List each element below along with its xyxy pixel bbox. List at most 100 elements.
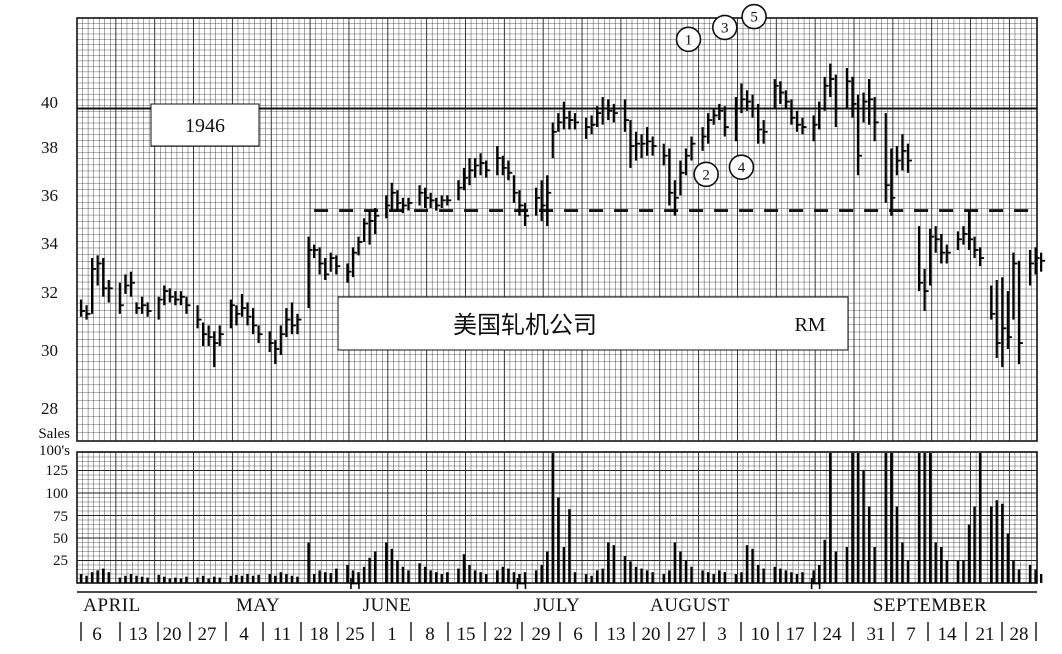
week-day-label: 24 bbox=[823, 624, 843, 645]
holiday-marker bbox=[516, 578, 527, 589]
price-bar bbox=[473, 158, 480, 178]
price-bar bbox=[867, 79, 874, 125]
price-bar bbox=[734, 97, 740, 142]
holiday-marker bbox=[350, 578, 360, 589]
price-bar bbox=[923, 268, 929, 311]
price-bar bbox=[79, 299, 85, 317]
price-bars bbox=[79, 63, 1046, 368]
price-bar bbox=[462, 167, 468, 191]
price-bar bbox=[978, 247, 985, 267]
price-bar bbox=[479, 153, 485, 176]
price-bar bbox=[90, 258, 97, 314]
price-bar bbox=[645, 127, 652, 156]
price-bar bbox=[140, 296, 147, 314]
price-bar bbox=[446, 195, 452, 206]
price-bar bbox=[540, 180, 546, 221]
price-bar bbox=[440, 195, 446, 209]
price-bar bbox=[917, 226, 924, 292]
price-bar bbox=[313, 244, 319, 259]
price-bar bbox=[368, 210, 374, 245]
price-bar bbox=[823, 76, 829, 111]
week-day-label: 22 bbox=[494, 624, 513, 645]
wave-marker-label: 1 bbox=[685, 32, 693, 48]
price-bar bbox=[845, 67, 851, 109]
price-bar bbox=[901, 134, 907, 171]
price-bar bbox=[346, 263, 352, 283]
price-tick-30: 30 bbox=[41, 341, 58, 360]
price-bar bbox=[268, 331, 274, 352]
month-label: SEPTEMBER bbox=[873, 595, 987, 616]
price-bar bbox=[407, 197, 413, 211]
price-bar bbox=[573, 113, 579, 130]
price-bar bbox=[834, 74, 840, 128]
price-bar bbox=[784, 90, 790, 109]
price-bar bbox=[940, 234, 946, 264]
price-bar bbox=[851, 76, 857, 118]
price-bar bbox=[157, 296, 163, 320]
price-bar bbox=[1017, 260, 1023, 365]
price-bar bbox=[307, 236, 313, 309]
price-bar bbox=[185, 296, 191, 314]
price-bar bbox=[862, 92, 868, 123]
price-bar bbox=[607, 99, 613, 121]
price-bar bbox=[324, 258, 330, 280]
price-bar bbox=[673, 180, 679, 216]
price-bar bbox=[634, 131, 640, 161]
week-day-label: 15 bbox=[457, 624, 476, 645]
price-bar bbox=[357, 236, 363, 256]
week-day-label: 13 bbox=[607, 624, 626, 645]
price-bar bbox=[668, 148, 674, 206]
wave-marker-circle bbox=[728, 154, 755, 180]
price-bar bbox=[590, 115, 596, 135]
price-bar bbox=[285, 308, 291, 338]
wave-marker-circle bbox=[693, 161, 719, 188]
week-day-label: 8 bbox=[425, 624, 435, 645]
wave-marker-circle bbox=[741, 3, 767, 30]
title-box bbox=[337, 296, 849, 351]
price-bar bbox=[129, 271, 135, 297]
price-bar bbox=[712, 108, 718, 125]
price-tick-36: 36 bbox=[41, 186, 58, 205]
wave-marker-label: 4 bbox=[738, 160, 746, 176]
price-bar bbox=[934, 226, 940, 253]
price-bar bbox=[485, 160, 491, 178]
price-bar bbox=[374, 208, 380, 235]
price-bar bbox=[207, 325, 213, 347]
price-bar bbox=[246, 302, 252, 326]
price-bar bbox=[96, 255, 102, 286]
price-bar bbox=[496, 146, 502, 176]
week-day-label: 27 bbox=[198, 624, 217, 645]
price-bar bbox=[385, 195, 391, 219]
price-bar bbox=[1012, 252, 1018, 320]
price-bar bbox=[884, 113, 890, 203]
price-bar bbox=[945, 244, 951, 264]
price-bar bbox=[690, 136, 696, 161]
price-bar bbox=[135, 302, 141, 314]
price-bar bbox=[1001, 277, 1007, 368]
volume-tick-75: 75 bbox=[53, 509, 68, 525]
price-bar bbox=[967, 210, 973, 250]
price-tick-40: 40 bbox=[41, 93, 58, 112]
week-day-label: 13 bbox=[129, 624, 148, 645]
price-bar bbox=[562, 101, 568, 130]
label-boxes: 1946 美国轧机公司 RM bbox=[150, 103, 849, 351]
price-bar bbox=[229, 299, 235, 329]
price-bar bbox=[102, 258, 108, 297]
price-tick-28: 28 bbox=[41, 399, 58, 418]
price-bar bbox=[745, 90, 751, 111]
price-bar bbox=[962, 226, 968, 245]
week-day-label: 29 bbox=[532, 624, 551, 645]
price-bar bbox=[118, 282, 124, 314]
month-label: MAY bbox=[236, 595, 280, 616]
week-day-label: 7 bbox=[906, 624, 916, 645]
price-bar bbox=[873, 97, 879, 142]
price-bar bbox=[174, 291, 180, 306]
price-tick-32: 32 bbox=[41, 283, 58, 302]
price-bar bbox=[956, 231, 962, 250]
price-bar bbox=[1034, 247, 1040, 275]
price-bar bbox=[351, 247, 357, 278]
year-label-box bbox=[150, 103, 260, 147]
price-bar bbox=[895, 146, 901, 176]
price-bar bbox=[906, 143, 912, 173]
price-bar bbox=[801, 117, 807, 135]
